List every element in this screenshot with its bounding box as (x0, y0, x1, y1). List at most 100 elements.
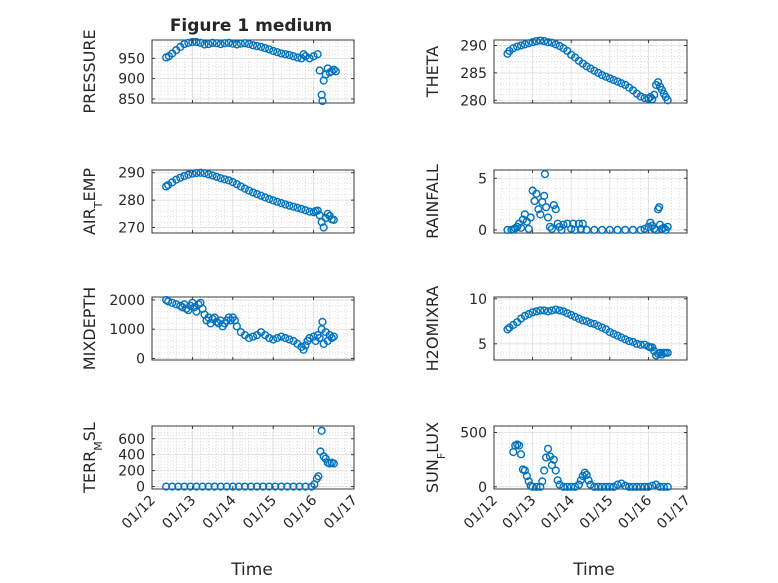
y-axis-label-part: LUX (423, 422, 442, 453)
data-point (293, 203, 302, 212)
data-point (277, 199, 286, 208)
data-point (644, 94, 653, 103)
data-point (582, 225, 591, 235)
data-point (605, 225, 614, 235)
data-point (644, 482, 653, 491)
data-point (540, 466, 549, 475)
data-point (319, 452, 328, 461)
data-point (574, 314, 584, 323)
data-point (297, 54, 306, 63)
y-tick-label: 5 (478, 337, 487, 353)
data-point (536, 306, 545, 315)
data-point (648, 481, 657, 490)
data-point (578, 316, 587, 325)
data-point (176, 173, 185, 182)
subplot-h2omixra: 5 10 H2OMIXRA (423, 286, 688, 372)
data-point (285, 50, 294, 60)
data-point (216, 174, 225, 183)
data-point (551, 466, 560, 475)
data-point (520, 466, 529, 475)
data-point (609, 75, 618, 85)
data-point (528, 38, 537, 47)
data-point (301, 341, 310, 350)
data-point (563, 482, 572, 491)
data-point (220, 175, 229, 184)
data-point (172, 175, 181, 184)
data-point (285, 201, 294, 210)
data-point (605, 482, 614, 491)
data-point (559, 220, 568, 229)
data-point (621, 481, 630, 490)
data-point (318, 96, 327, 106)
data-point (503, 325, 512, 334)
data-point (542, 203, 551, 212)
data-point (236, 182, 245, 191)
y-tick-label: 270 (118, 221, 145, 237)
data-point (200, 40, 209, 49)
data-point (590, 319, 599, 329)
data-point (246, 482, 256, 491)
data-point (240, 184, 250, 193)
y-tick-label: 0 (478, 223, 487, 239)
data-point (265, 333, 274, 343)
data-point (252, 190, 262, 199)
data-point (509, 44, 518, 53)
data-point (582, 470, 591, 479)
data-point (168, 482, 177, 491)
data-point (228, 177, 237, 187)
data-point (186, 482, 195, 491)
data-point (536, 210, 545, 219)
data-point (244, 39, 254, 49)
data-point (192, 482, 201, 491)
data-point (594, 482, 603, 491)
y-axis-label-part: M (92, 441, 105, 451)
data-point (624, 337, 634, 346)
data-point (613, 225, 622, 235)
data-point (252, 482, 262, 491)
data-point (532, 189, 541, 198)
y-tick-label: 10 (469, 292, 487, 308)
data-point (624, 482, 634, 491)
y-axis-label-part: AIR (80, 208, 99, 235)
x-axis-label-left: Time (230, 560, 273, 580)
y-axis-label: THETA (423, 46, 442, 98)
x-axis-label-right: Time (572, 560, 615, 580)
data-point (232, 180, 241, 189)
data-point (570, 312, 580, 321)
data-point (655, 348, 665, 357)
data-point (522, 471, 531, 481)
data-point (224, 38, 233, 47)
data-point (574, 219, 584, 228)
data-point (273, 48, 282, 57)
data-point (590, 225, 599, 235)
data-point (628, 225, 638, 235)
y-tick-label: 5 (478, 171, 487, 187)
data-point (289, 52, 298, 61)
data-point (549, 455, 558, 464)
data-point (551, 40, 560, 49)
y-tick-label: 280 (118, 193, 145, 209)
data-point (277, 49, 286, 58)
y-tick-label: 0 (136, 480, 145, 496)
data-point (567, 224, 576, 233)
data-point (327, 67, 336, 76)
data-point (534, 205, 543, 214)
data-point (547, 306, 557, 315)
data-point (524, 477, 533, 486)
data-point (574, 480, 584, 489)
data-point (636, 92, 645, 101)
data-point (659, 482, 668, 491)
data-point (261, 44, 270, 53)
data-point (180, 39, 189, 49)
data-point (224, 176, 233, 185)
data-point (168, 298, 177, 307)
data-point (240, 39, 250, 48)
y-axis-label: H2OMIXRA (423, 286, 442, 372)
data-point (293, 53, 302, 62)
data-point (329, 332, 338, 341)
data-point (542, 453, 551, 462)
data-point (528, 308, 537, 317)
data-point (601, 72, 611, 81)
data-point (271, 482, 280, 491)
data-point (663, 96, 672, 105)
